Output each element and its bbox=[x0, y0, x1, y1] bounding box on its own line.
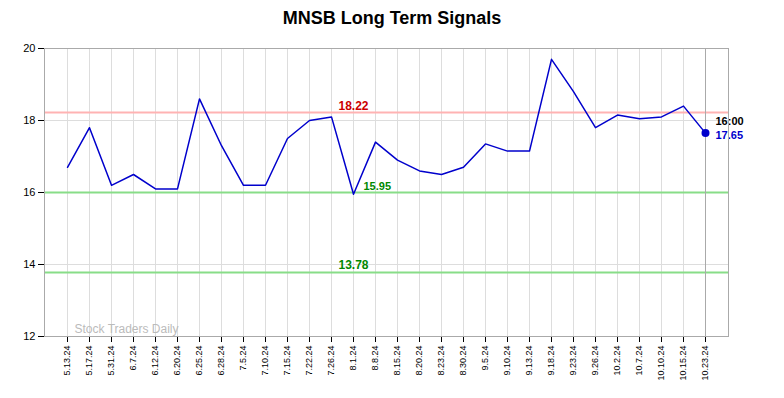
svg-text:9.5.24: 9.5.24 bbox=[480, 346, 490, 371]
svg-text:9.13.24: 9.13.24 bbox=[524, 346, 534, 376]
svg-text:6.28.24: 6.28.24 bbox=[216, 346, 226, 376]
svg-text:6.12.24: 6.12.24 bbox=[150, 346, 160, 376]
svg-text:16: 16 bbox=[23, 186, 35, 198]
svg-text:9.23.24: 9.23.24 bbox=[568, 346, 578, 376]
svg-text:18: 18 bbox=[23, 114, 35, 126]
svg-text:7.26.24: 7.26.24 bbox=[326, 346, 336, 376]
html-text:MNSB Long Term Signals: MNSB Long Term Signals bbox=[282, 8, 502, 28]
svg-text:5.13.24: 5.13.24 bbox=[62, 346, 72, 376]
svg-text:8.1.24: 8.1.24 bbox=[348, 346, 358, 371]
svg-text:17.65: 17.65 bbox=[716, 129, 744, 141]
svg-text:8.8.24: 8.8.24 bbox=[370, 346, 380, 371]
svg-text:10.10.24: 10.10.24 bbox=[656, 346, 666, 381]
svg-text:8.23.24: 8.23.24 bbox=[436, 346, 446, 376]
svg-text:10.2.24: 10.2.24 bbox=[612, 346, 622, 376]
svg-text:10.7.24: 10.7.24 bbox=[634, 346, 644, 376]
svg-text:5.17.24: 5.17.24 bbox=[84, 346, 94, 376]
svg-text:5.31.24: 5.31.24 bbox=[106, 346, 116, 376]
svg-text:14: 14 bbox=[23, 258, 35, 270]
svg-text:9.10.24: 9.10.24 bbox=[502, 346, 512, 376]
svg-text:Stock Traders Daily: Stock Traders Daily bbox=[75, 322, 179, 336]
svg-text:9.26.24: 9.26.24 bbox=[590, 346, 600, 376]
svg-text:18.22: 18.22 bbox=[338, 99, 368, 113]
svg-text:7.10.24: 7.10.24 bbox=[260, 346, 270, 376]
svg-text:7.15.24: 7.15.24 bbox=[282, 346, 292, 376]
svg-text:8.20.24: 8.20.24 bbox=[414, 346, 424, 376]
svg-text:6.20.24: 6.20.24 bbox=[172, 346, 182, 376]
svg-text:9.18.24: 9.18.24 bbox=[546, 346, 556, 376]
svg-text:8.30.24: 8.30.24 bbox=[458, 346, 468, 376]
svg-text:7.5.24: 7.5.24 bbox=[238, 346, 248, 371]
svg-text:7.22.24: 7.22.24 bbox=[304, 346, 314, 376]
svg-text:6.7.24: 6.7.24 bbox=[128, 346, 138, 371]
svg-text:20: 20 bbox=[23, 42, 35, 54]
svg-text:15.95: 15.95 bbox=[364, 180, 392, 192]
svg-text:8.15.24: 8.15.24 bbox=[392, 346, 402, 376]
svg-text:12: 12 bbox=[23, 330, 35, 342]
svg-text:6.25.24: 6.25.24 bbox=[194, 346, 204, 376]
svg-text:13.78: 13.78 bbox=[338, 258, 368, 272]
svg-text:10.23.24: 10.23.24 bbox=[700, 346, 710, 381]
svg-text:10.15.24: 10.15.24 bbox=[678, 346, 688, 381]
svg-text:16:00: 16:00 bbox=[716, 115, 744, 127]
